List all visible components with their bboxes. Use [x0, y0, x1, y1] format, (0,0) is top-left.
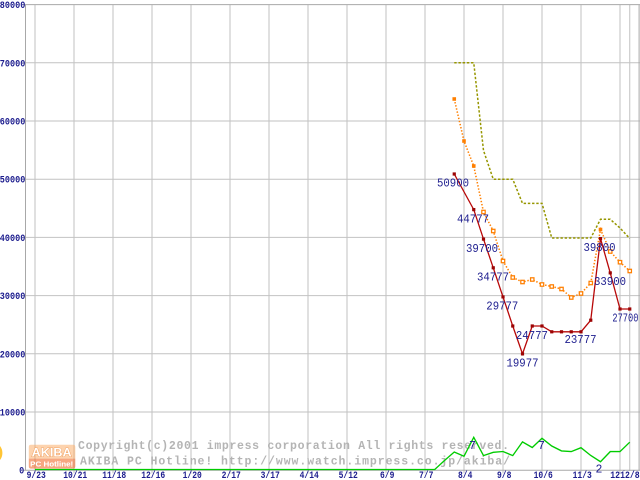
- svg-text:0: 0: [19, 467, 24, 478]
- svg-text:19977: 19977: [507, 356, 539, 370]
- svg-text:12/8: 12/8: [620, 470, 640, 480]
- svg-text:11/3: 11/3: [573, 470, 592, 480]
- svg-text:2: 2: [596, 464, 603, 477]
- svg-text:23777: 23777: [565, 333, 597, 347]
- svg-text:9/23: 9/23: [27, 470, 46, 480]
- svg-text:80000: 80000: [0, 1, 25, 12]
- svg-text:10000: 10000: [0, 409, 25, 420]
- svg-text:AKIBA PC Hotline! http://www.: AKIBA PC Hotline! http://www.watch.impre…: [80, 456, 510, 469]
- svg-text:PC Hotline!: PC Hotline!: [30, 460, 73, 469]
- svg-text:8/4: 8/4: [458, 470, 472, 480]
- svg-text:29777: 29777: [486, 300, 518, 314]
- svg-text:40000: 40000: [0, 234, 25, 245]
- svg-text:60000: 60000: [0, 118, 25, 129]
- svg-text:AKIBA: AKIBA: [32, 448, 72, 460]
- svg-text:7: 7: [538, 440, 545, 453]
- svg-text:70000: 70000: [0, 59, 25, 70]
- svg-text:12/1: 12/1: [610, 470, 630, 480]
- svg-text:50000: 50000: [0, 176, 25, 187]
- svg-text:39800: 39800: [584, 241, 616, 255]
- svg-text:34777: 34777: [477, 270, 509, 284]
- svg-text:24777: 24777: [516, 329, 548, 343]
- svg-text:1/20: 1/20: [183, 470, 202, 480]
- svg-text:3/17: 3/17: [261, 470, 280, 480]
- svg-text:6/9: 6/9: [380, 470, 394, 480]
- svg-text:10/6: 10/6: [534, 470, 553, 480]
- svg-text:12/16: 12/16: [141, 470, 165, 480]
- svg-text:9/8: 9/8: [497, 470, 511, 480]
- svg-text:44777: 44777: [457, 212, 489, 226]
- svg-text:Copyright(c)2001 impress corpo: Copyright(c)2001 impress corporation All…: [78, 440, 509, 453]
- svg-text:5/12: 5/12: [339, 470, 358, 480]
- svg-text:7: 7: [469, 440, 476, 453]
- svg-text:11/18: 11/18: [102, 470, 126, 480]
- svg-text:39700: 39700: [466, 242, 498, 256]
- svg-text:7/7: 7/7: [419, 470, 433, 480]
- svg-text:2/17: 2/17: [222, 470, 241, 480]
- svg-text:4/14: 4/14: [300, 470, 319, 480]
- svg-text:27700: 27700: [612, 312, 638, 326]
- svg-text:30000: 30000: [0, 292, 25, 303]
- svg-text:20000: 20000: [0, 350, 25, 361]
- svg-text:50900: 50900: [437, 177, 469, 191]
- svg-text:10/21: 10/21: [63, 470, 87, 480]
- svg-text:33900: 33900: [594, 275, 626, 289]
